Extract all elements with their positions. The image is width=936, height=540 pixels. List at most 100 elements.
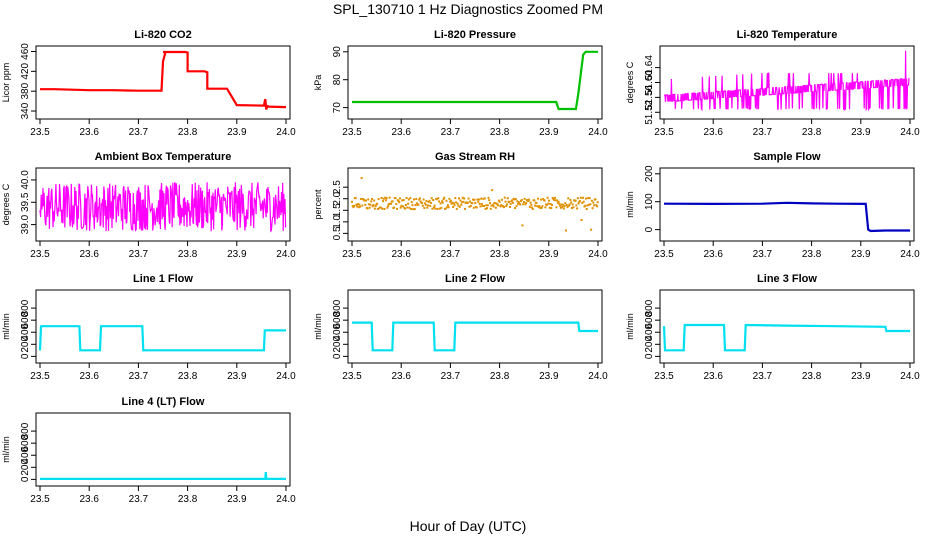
panel-title: Sample Flow	[753, 151, 821, 163]
data-point	[559, 206, 562, 209]
plot-frame	[347, 289, 603, 364]
y-axis-label: Licor ppm	[1, 63, 11, 103]
plot-frame	[35, 167, 291, 242]
data-point	[351, 200, 353, 203]
data-point	[476, 198, 479, 201]
x-tick-label: 24.0	[588, 371, 608, 382]
x-tick-label: 23.6	[79, 371, 99, 382]
series-line	[352, 50, 598, 111]
y-tick-label: 200	[332, 336, 343, 353]
x-tick-label: 23.5	[30, 371, 50, 382]
x-tick-label: 23.5	[654, 371, 674, 382]
y-tick-label: 200	[20, 336, 31, 353]
data-point	[546, 196, 549, 199]
y-tick-label: 460	[20, 43, 31, 60]
data-point	[548, 206, 551, 209]
data-point	[498, 200, 501, 203]
data-point	[523, 197, 526, 200]
x-tick-label: 24.0	[276, 494, 296, 505]
data-point	[556, 199, 559, 202]
data-point	[390, 202, 393, 205]
x-tick-label: 23.8	[178, 371, 198, 382]
chart-panel: Li-820 Pressure 23.5 23.6 23.7 23.8 23.9 24.0 7…	[313, 29, 608, 138]
x-tick-label: 23.8	[490, 127, 510, 138]
data-point	[412, 208, 415, 211]
data-point	[406, 206, 409, 209]
data-point	[370, 198, 373, 201]
data-point	[391, 200, 394, 203]
data-point	[509, 202, 512, 205]
data-point	[447, 206, 450, 209]
data-point	[539, 206, 542, 209]
data-point	[505, 203, 508, 206]
y-axis-label: percent	[313, 189, 323, 220]
data-point	[455, 207, 458, 210]
data-point	[401, 205, 404, 208]
data-point	[557, 200, 560, 203]
data-point	[446, 204, 449, 207]
data-point	[514, 198, 517, 201]
y-tick-label: 420	[20, 63, 31, 80]
data-point	[434, 207, 437, 210]
data-point	[577, 202, 580, 205]
data-point	[504, 200, 507, 203]
x-tick-label: 23.9	[227, 127, 247, 138]
data-point	[363, 199, 366, 202]
series-line	[662, 323, 910, 352]
data-point	[481, 204, 484, 207]
data-point	[438, 207, 441, 210]
y-tick-label: 51.56	[644, 84, 655, 109]
data-point	[397, 200, 400, 203]
data-point	[359, 205, 362, 208]
data-point	[585, 208, 588, 211]
x-tick-label: 24.0	[900, 249, 920, 260]
x-tick-label: 23.5	[654, 249, 674, 260]
plot-frame	[347, 167, 603, 242]
data-point	[499, 205, 502, 208]
x-tick-label: 23.7	[441, 249, 461, 260]
x-tick-label: 23.7	[129, 249, 149, 260]
data-point	[541, 205, 544, 208]
data-point	[547, 202, 550, 205]
data-point	[571, 203, 574, 206]
data-point	[413, 208, 416, 211]
data-point	[452, 205, 455, 208]
data-point	[520, 198, 523, 201]
x-tick-label: 24.0	[588, 249, 608, 260]
data-point	[480, 197, 483, 200]
data-point	[530, 203, 533, 206]
y-tick-label: 1.0	[332, 214, 343, 228]
plot-frame	[35, 289, 291, 364]
data-point	[540, 206, 543, 209]
data-point	[370, 200, 373, 203]
data-point	[381, 200, 384, 203]
data-point	[531, 206, 534, 209]
x-tick-label: 23.9	[227, 249, 247, 260]
data-point	[494, 202, 497, 205]
data-point	[377, 198, 380, 201]
x-tick-label: 24.0	[276, 127, 296, 138]
data-point	[455, 201, 458, 204]
x-tick-label: 23.7	[753, 127, 773, 138]
y-tick-label: 0	[644, 226, 655, 232]
data-point	[457, 204, 460, 207]
x-tick-label: 23.8	[178, 494, 198, 505]
y-tick-label: 40.0	[20, 170, 31, 190]
data-point	[376, 207, 379, 210]
y-tick-label: 2.5	[332, 180, 343, 194]
x-tick-label: 23.9	[851, 249, 871, 260]
data-point	[449, 199, 452, 202]
chart-panel: Line 3 Flow 23.5 23.6 23.7 23.8 23.9 24.0 02004…	[625, 273, 920, 382]
data-point	[503, 196, 506, 199]
plot-frame	[35, 45, 291, 120]
data-point	[477, 198, 480, 201]
data-point	[539, 198, 542, 201]
data-point	[393, 206, 396, 209]
series-line	[40, 472, 286, 480]
y-axis-label: ml/min	[1, 313, 11, 340]
data-point	[359, 197, 362, 200]
data-point	[536, 197, 539, 200]
data-point	[485, 204, 488, 207]
data-point	[418, 197, 421, 200]
x-tick-label: 24.0	[900, 371, 920, 382]
